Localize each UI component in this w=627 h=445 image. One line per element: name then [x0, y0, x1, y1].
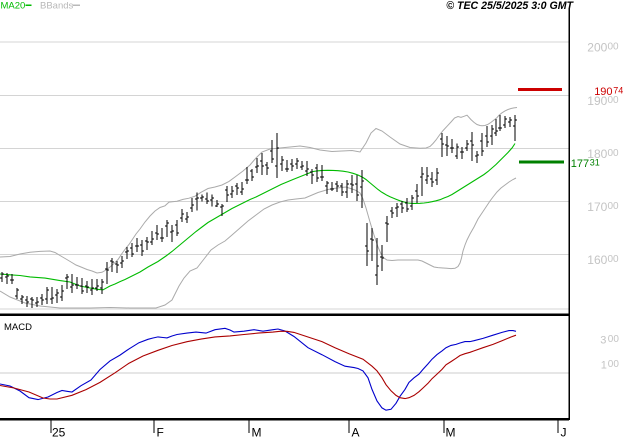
svg-text:00: 00 [608, 334, 620, 345]
svg-text:00: 00 [608, 95, 620, 106]
svg-text:170: 170 [587, 200, 607, 214]
svg-text:74: 74 [613, 85, 623, 95]
svg-text:190: 190 [594, 86, 612, 98]
svg-text:00: 00 [608, 359, 620, 370]
svg-text:BBands: BBands [40, 1, 74, 12]
svg-text:3: 3 [600, 334, 606, 346]
svg-text:31: 31 [590, 158, 600, 168]
svg-text:M: M [446, 426, 456, 440]
svg-text:MA20: MA20 [1, 1, 26, 12]
svg-text:00: 00 [608, 254, 620, 265]
svg-text:MACD: MACD [4, 322, 32, 333]
svg-text:180: 180 [587, 147, 607, 161]
svg-text:200: 200 [587, 40, 607, 54]
svg-text:00: 00 [608, 41, 620, 52]
svg-text:J: J [561, 426, 567, 440]
svg-text:F: F [157, 426, 164, 440]
svg-text:M: M [252, 426, 262, 440]
svg-text:1: 1 [601, 359, 607, 371]
svg-text:177: 177 [571, 158, 589, 170]
svg-text:160: 160 [587, 253, 607, 267]
svg-text:25: 25 [52, 426, 66, 440]
svg-text:190: 190 [587, 94, 607, 108]
svg-text:© TEC 25/5/2025 3:0 GMT: © TEC 25/5/2025 3:0 GMT [446, 0, 574, 12]
svg-text:00: 00 [608, 148, 620, 159]
svg-text:A: A [352, 426, 360, 440]
svg-text:00: 00 [608, 201, 620, 212]
